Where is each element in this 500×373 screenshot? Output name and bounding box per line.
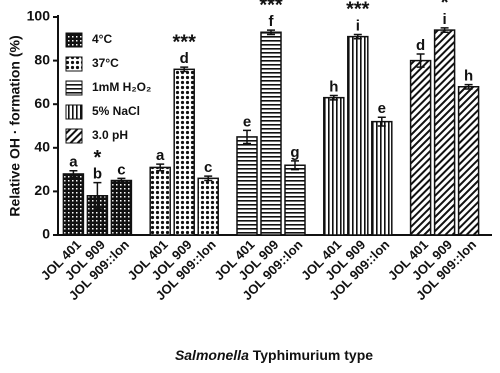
error-bar bbox=[416, 53, 425, 68]
error-bar bbox=[243, 129, 251, 145]
group-letter: d bbox=[180, 50, 189, 67]
bar bbox=[284, 164, 306, 236]
bar bbox=[173, 68, 195, 236]
group-letter: a bbox=[156, 147, 165, 164]
bar bbox=[62, 173, 85, 236]
error-bar bbox=[267, 29, 275, 36]
bar bbox=[110, 179, 133, 236]
y-tick-label: 80 bbox=[34, 51, 50, 67]
bar bbox=[371, 120, 393, 236]
bar bbox=[409, 59, 432, 236]
group-letter: c bbox=[204, 159, 212, 176]
bar bbox=[197, 177, 219, 236]
legend-swatch bbox=[65, 128, 83, 144]
bar bbox=[149, 166, 171, 236]
error-bar bbox=[69, 169, 78, 178]
significance: * bbox=[441, 0, 449, 14]
x-axis-label-rest: Typhimurium type bbox=[253, 347, 374, 363]
y-tick-label: 40 bbox=[34, 139, 50, 155]
group-letter: b bbox=[93, 166, 102, 183]
error-bar bbox=[93, 181, 102, 210]
y-tick-label: 60 bbox=[34, 95, 50, 111]
group-letter: i bbox=[443, 11, 447, 28]
y-axis-label: Relative OH · formation (%) bbox=[7, 35, 23, 216]
bar bbox=[347, 35, 369, 236]
error-bar bbox=[117, 177, 126, 184]
group-letter: h bbox=[329, 78, 338, 95]
error-bar bbox=[353, 33, 362, 40]
group-letter: f bbox=[269, 13, 275, 30]
y-tick-label: 20 bbox=[34, 182, 50, 198]
group-letter: e bbox=[243, 113, 251, 130]
significance: *** bbox=[346, 0, 370, 21]
legend-label: 3.0 pH bbox=[92, 128, 128, 142]
x-axis-label-italic: Salmonella bbox=[175, 347, 249, 363]
group-letter: e bbox=[378, 100, 386, 117]
significance: *** bbox=[173, 31, 197, 53]
error-bar bbox=[329, 94, 338, 101]
bar bbox=[260, 31, 282, 236]
error-bar bbox=[440, 27, 449, 34]
legend-swatch bbox=[65, 32, 83, 48]
error-bar bbox=[156, 163, 165, 172]
group-letter: i bbox=[356, 17, 360, 34]
bar bbox=[433, 29, 456, 236]
group-letter: c bbox=[117, 161, 125, 178]
legend-label: 37°C bbox=[92, 56, 119, 70]
legend-swatch bbox=[65, 56, 83, 72]
error-bar bbox=[180, 66, 189, 73]
error-bar bbox=[204, 175, 213, 182]
significance: *** bbox=[259, 0, 283, 16]
bar bbox=[236, 136, 258, 236]
bar bbox=[323, 96, 345, 236]
legend-label: 4°C bbox=[92, 32, 112, 46]
legend-label: 5% NaCl bbox=[92, 104, 140, 118]
y-tick-label: 0 bbox=[42, 226, 50, 242]
error-bar bbox=[464, 83, 473, 90]
group-letter: h bbox=[464, 68, 473, 85]
group-letter: d bbox=[416, 37, 425, 54]
y-tick-label: 100 bbox=[27, 8, 51, 24]
error-bar bbox=[291, 160, 299, 171]
group-letter: g bbox=[290, 144, 299, 161]
x-axis-label: Salmonella Typhimurium type bbox=[175, 347, 373, 363]
group-letter: a bbox=[69, 154, 78, 171]
error-bar bbox=[377, 116, 386, 127]
legend-swatch bbox=[65, 80, 83, 96]
legend-label: 1mM H₂O₂ bbox=[92, 80, 151, 94]
significance: * bbox=[94, 147, 102, 169]
legend-swatch bbox=[65, 104, 83, 120]
bar bbox=[457, 86, 480, 236]
